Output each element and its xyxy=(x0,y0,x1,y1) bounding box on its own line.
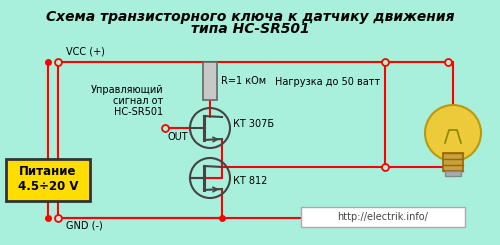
Text: GND (-): GND (-) xyxy=(66,220,103,230)
Text: КТ 307Б: КТ 307Б xyxy=(233,119,274,129)
Bar xyxy=(445,171,461,176)
Text: Нагрузка до 50 ватт: Нагрузка до 50 ватт xyxy=(275,77,380,87)
Circle shape xyxy=(425,105,481,161)
Text: HC-SR501: HC-SR501 xyxy=(114,107,163,117)
Text: 4.5÷20 V: 4.5÷20 V xyxy=(18,180,78,193)
Bar xyxy=(443,153,463,171)
Text: Питание: Питание xyxy=(19,164,77,177)
Bar xyxy=(203,62,217,100)
Text: Управляющий: Управляющий xyxy=(90,85,163,95)
Text: Схема транзисторного ключа к датчику движения: Схема транзисторного ключа к датчику дви… xyxy=(46,10,454,24)
Text: http://electrik.info/: http://electrik.info/ xyxy=(338,212,428,222)
Text: типа HC-SR501: типа HC-SR501 xyxy=(190,22,310,36)
Text: КТ 812: КТ 812 xyxy=(233,176,268,186)
FancyBboxPatch shape xyxy=(301,207,465,227)
Text: OUT: OUT xyxy=(167,132,188,142)
FancyBboxPatch shape xyxy=(6,159,90,201)
Text: сигнал от: сигнал от xyxy=(113,96,163,106)
Text: VCC (+): VCC (+) xyxy=(66,46,105,56)
Text: R=1 кОм: R=1 кОм xyxy=(221,76,266,86)
